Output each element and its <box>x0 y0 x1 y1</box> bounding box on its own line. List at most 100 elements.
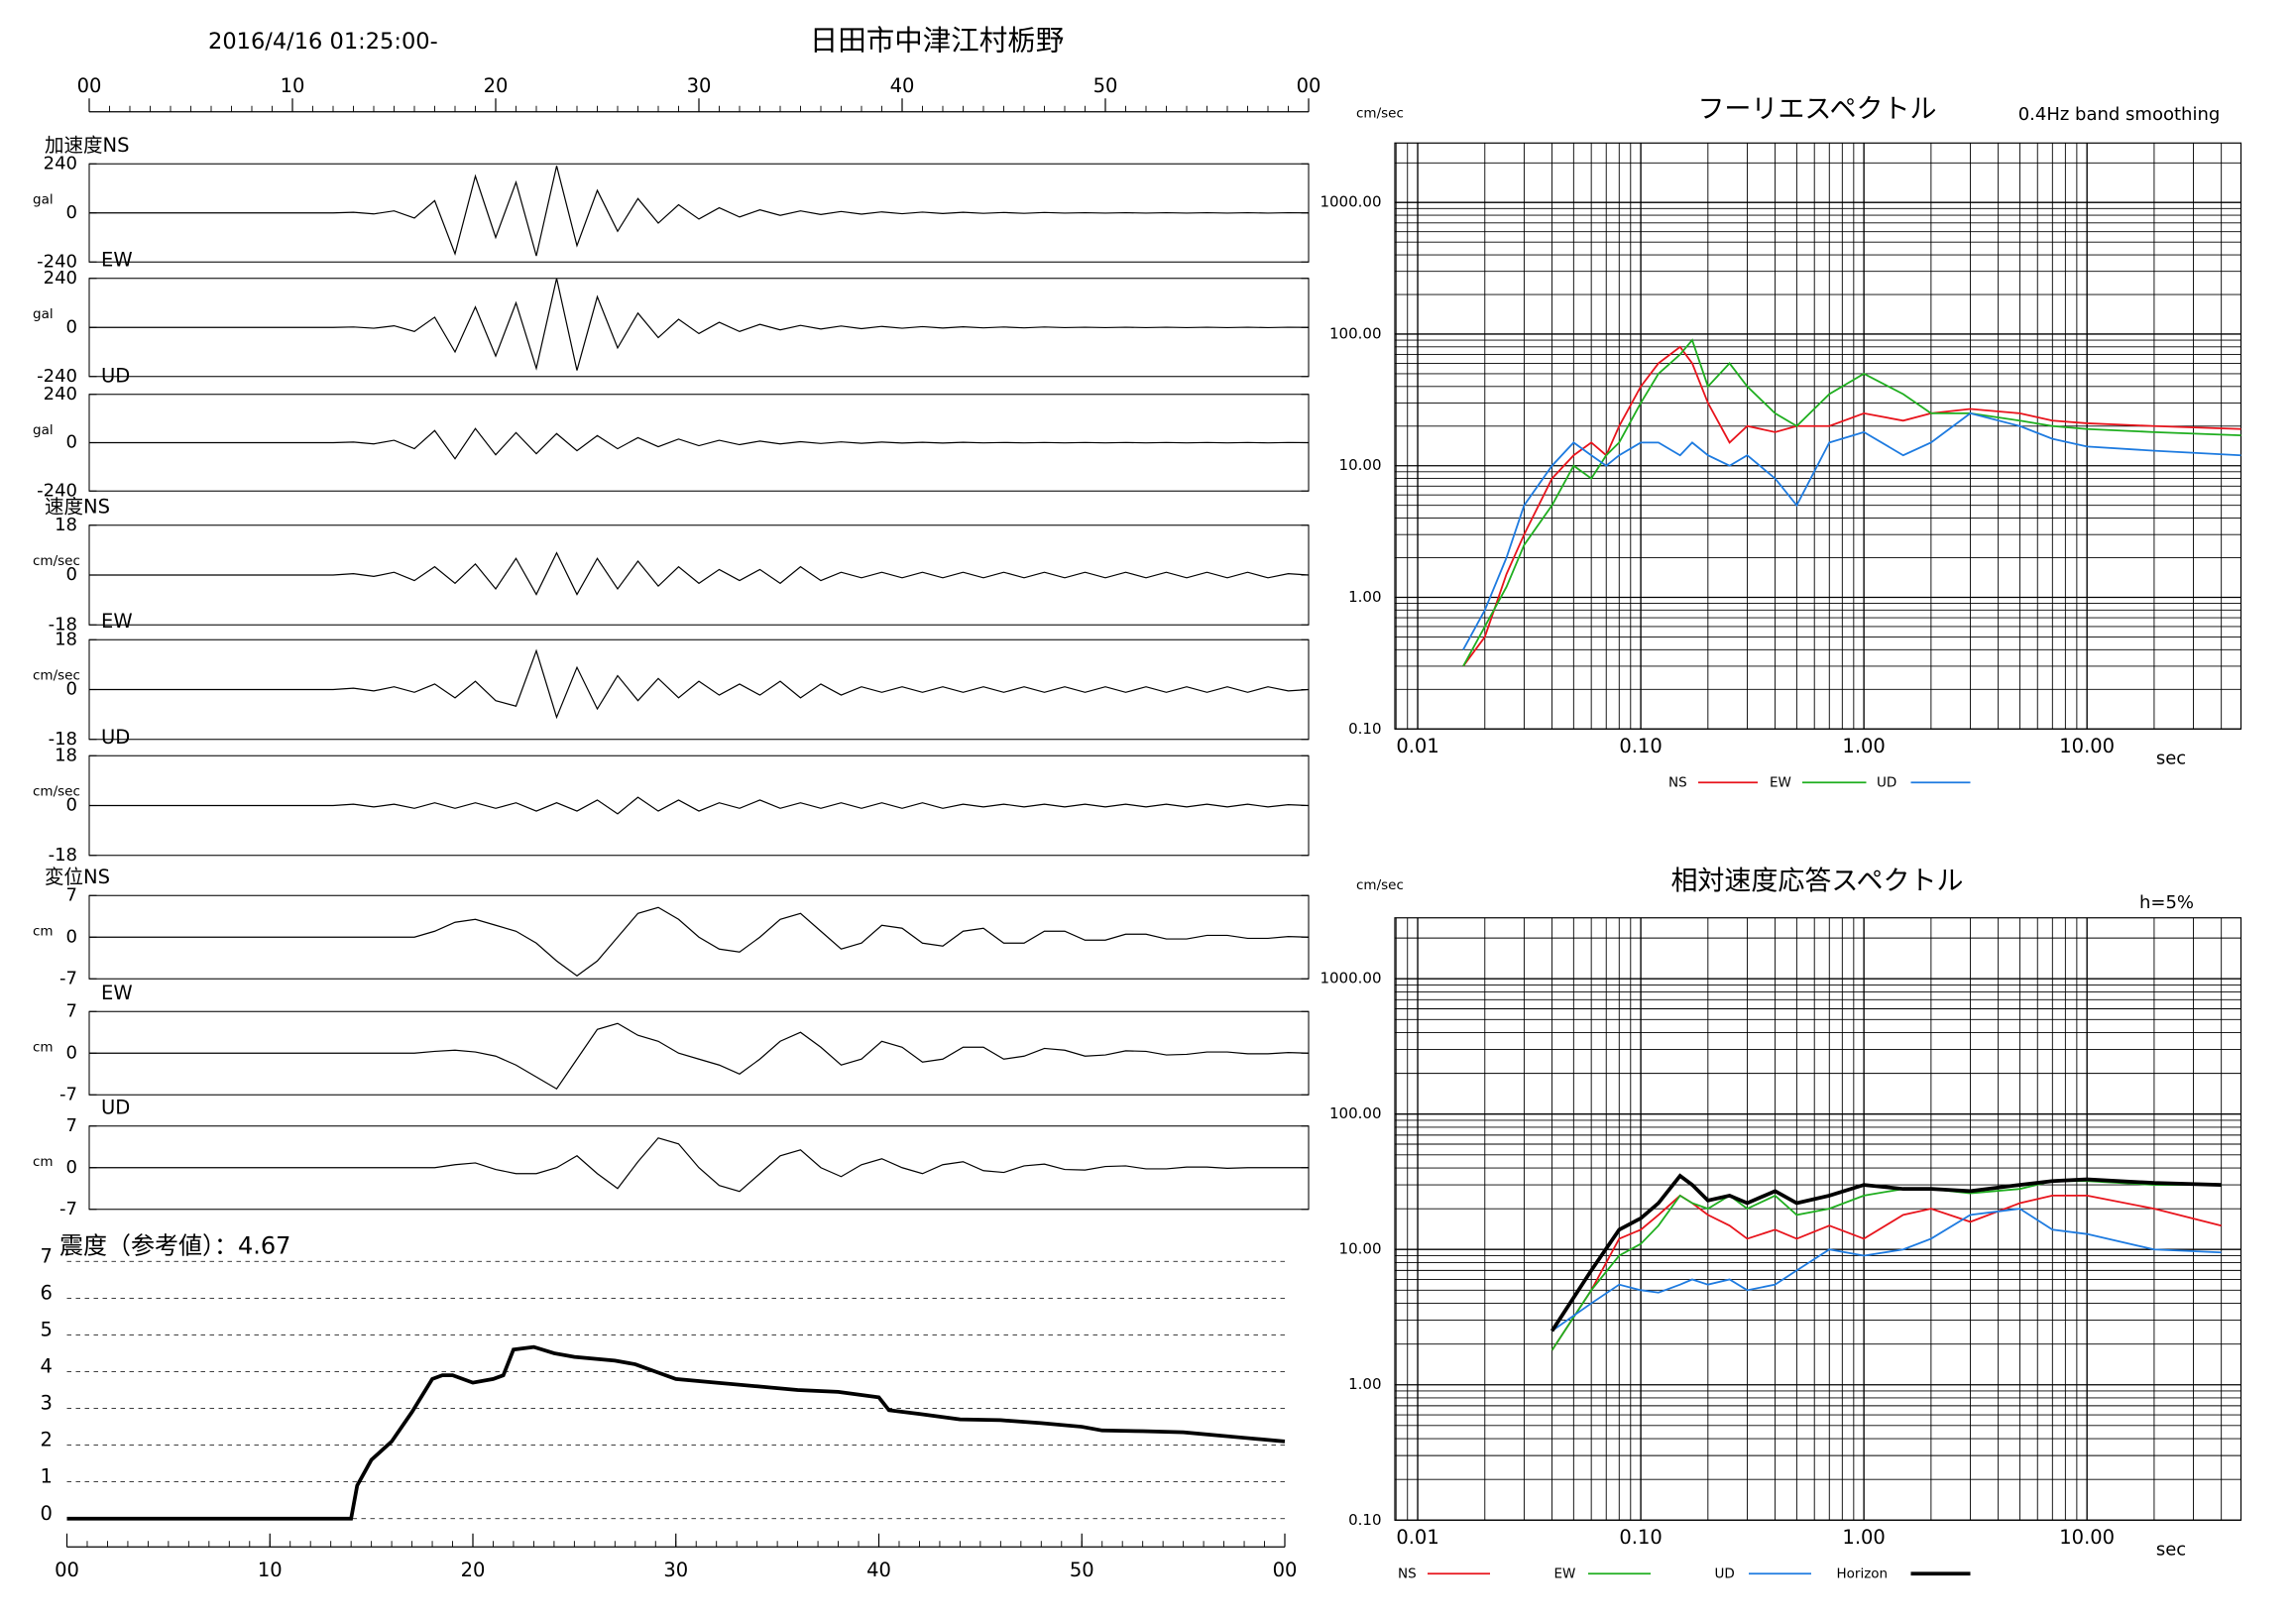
x-tick-label: 00 <box>55 1559 79 1581</box>
record-datetime: 2016/4/16 01:25:00- <box>208 29 438 55</box>
spectrum-line <box>1550 1180 2222 1351</box>
waveform-trace <box>89 796 1310 815</box>
plot-frame <box>1394 917 2242 1521</box>
x-tick-label: 0.01 <box>1396 1526 1438 1549</box>
y-tick-label: 6 <box>41 1281 53 1304</box>
x-tick-label: 00 <box>1273 1559 1298 1581</box>
y-tick-label: -7 <box>59 1199 77 1219</box>
x-tick-label: 1.00 <box>1842 1526 1885 1549</box>
legend-label: UD <box>1877 774 1896 790</box>
trace-label: UD <box>101 726 130 749</box>
y-tick-label: -240 <box>37 251 77 272</box>
trace-label: 変位NS <box>45 866 110 888</box>
y-tick-label: 0 <box>66 316 77 337</box>
trace-label: UD <box>101 364 130 387</box>
y-tick-label: 100.00 <box>1329 1104 1382 1122</box>
y-tick-label: 0 <box>66 202 77 223</box>
y-tick-label: 10.00 <box>1339 1240 1382 1258</box>
unit-label: cm/sec <box>33 783 80 799</box>
y-tick-label: -7 <box>59 968 77 988</box>
trace-label: EW <box>101 610 133 633</box>
waveform-trace <box>89 906 1310 977</box>
spectrum-line <box>1550 1194 2222 1351</box>
chart-title: 震度（参考値）：4.67 <box>59 1231 290 1259</box>
unit-label: cm <box>33 1154 54 1170</box>
x-tick-label: 40 <box>866 1559 891 1581</box>
y-tick-label: 0.10 <box>1348 1511 1381 1529</box>
unit-label: gal <box>33 422 54 438</box>
y-tick-label: 0 <box>66 432 77 453</box>
legend-label: NS <box>1398 1565 1417 1581</box>
station-name: 日田市中津江村栃野 <box>810 24 1065 57</box>
unit-label: cm <box>33 923 54 939</box>
y-tick-label: 3 <box>41 1392 53 1415</box>
legend-label: NS <box>1668 774 1687 790</box>
x-tick-label: 30 <box>663 1559 688 1581</box>
y-tick-label: 0 <box>41 1502 53 1525</box>
y-tick-label: 7 <box>66 884 77 905</box>
y-tick-label: -240 <box>37 480 77 501</box>
waveform-trace <box>89 278 1310 371</box>
legend-label: EW <box>1770 774 1791 790</box>
y-tick-label: 0 <box>66 1042 77 1063</box>
waveform-trace <box>89 166 1310 257</box>
unit-label: cm/sec <box>33 553 80 569</box>
x-tick-label: 20 <box>461 1559 486 1581</box>
chart-title: 相対速度応答スペクトル <box>1670 866 1963 896</box>
x-tick-label: 00 <box>1297 74 1321 97</box>
chart-subtitle: 0.4Hz band smoothing <box>2018 104 2221 125</box>
y-tick-label: 0 <box>66 679 77 700</box>
legend-label: UD <box>1715 1565 1735 1581</box>
spectrum-line <box>1551 1208 2222 1333</box>
y-tick-label: 1000.00 <box>1320 193 1381 211</box>
trace-label: 加速度NS <box>45 134 129 157</box>
x-tick-label: 00 <box>77 74 102 97</box>
x-tick-label: 50 <box>1093 74 1118 97</box>
y-tick-label: 1.00 <box>1348 1375 1381 1393</box>
legend-label: Horizon <box>1837 1565 1889 1581</box>
y-tick-label: 1 <box>41 1465 53 1488</box>
y-tick-label: 240 <box>44 384 77 405</box>
y-tick-label: -7 <box>59 1084 77 1104</box>
y-tick-label: 240 <box>44 268 77 289</box>
spectrum-line <box>1462 338 2241 667</box>
legend-label: EW <box>1554 1565 1576 1581</box>
y-tick-label: 4 <box>41 1354 53 1377</box>
y-unit: cm/sec <box>1356 877 1404 893</box>
plot-frame <box>1394 142 2242 730</box>
trace-label: UD <box>101 1096 130 1118</box>
x-tick-label: 10.00 <box>2059 735 2115 757</box>
y-tick-label: -18 <box>49 614 77 635</box>
spectrum-line <box>1462 411 2241 650</box>
chart-title: フーリエスペクトル <box>1697 94 1936 125</box>
waveform-trace <box>89 551 1310 596</box>
y-unit: cm/sec <box>1356 105 1404 121</box>
y-tick-label: -18 <box>49 845 77 866</box>
x-tick-label: 30 <box>687 74 712 97</box>
y-tick-label: 2 <box>41 1429 53 1451</box>
y-tick-label: -240 <box>37 366 77 387</box>
y-tick-label: 5 <box>41 1318 53 1340</box>
y-tick-label: 7 <box>66 1000 77 1021</box>
x-unit: sec <box>2156 748 2186 768</box>
x-tick-label: 0.01 <box>1396 735 1438 757</box>
waveform-trace <box>89 1022 1310 1091</box>
unit-label: cm <box>33 1039 54 1055</box>
trace-label: 速度NS <box>45 495 110 518</box>
x-tick-label: 10.00 <box>2059 1526 2115 1549</box>
x-tick-label: 50 <box>1070 1559 1094 1581</box>
y-tick-label: 0 <box>66 564 77 585</box>
y-tick-label: 10.00 <box>1339 456 1382 474</box>
x-tick-label: 0.10 <box>1619 1526 1662 1549</box>
spectrum-line <box>1462 345 2241 667</box>
trace-label: EW <box>101 248 133 271</box>
y-tick-label: 1000.00 <box>1320 970 1381 987</box>
waveform-trace <box>89 1137 1309 1193</box>
y-tick-label: 1.00 <box>1348 588 1381 606</box>
waveform-trace <box>89 427 1310 460</box>
y-tick-label: 0 <box>66 926 77 947</box>
y-tick-label: 18 <box>55 629 77 649</box>
y-tick-label: 0 <box>66 1157 77 1178</box>
y-tick-label: 0.10 <box>1348 720 1381 738</box>
